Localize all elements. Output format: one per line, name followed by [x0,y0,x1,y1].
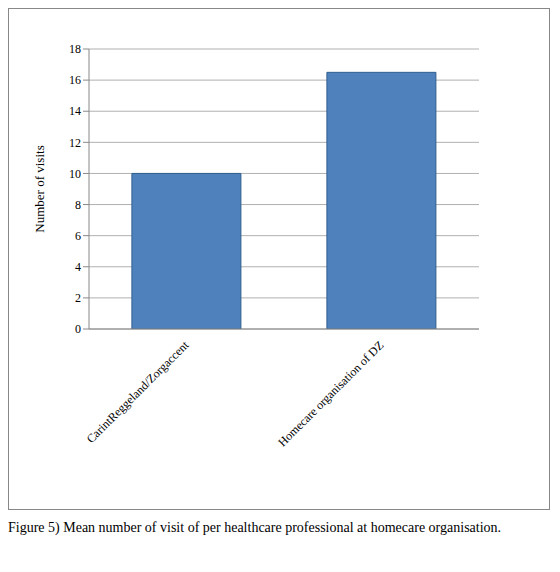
svg-text:2: 2 [75,291,81,305]
svg-text:0: 0 [75,322,81,336]
svg-text:CarintReggeland/Zorgaccent: CarintReggeland/Zorgaccent [84,338,192,446]
svg-text:Homecare organisation of DZ: Homecare organisation of DZ [275,338,386,449]
html-text:Figure 5) Mean number of visit: Figure 5) Mean number of visit of per he… [8,520,502,535]
svg-text:16: 16 [69,73,81,87]
svg-text:4: 4 [75,260,81,274]
svg-text:6: 6 [75,229,81,243]
svg-text:18: 18 [69,42,81,56]
svg-text:8: 8 [75,198,81,212]
svg-text:14: 14 [69,104,81,118]
svg-text:Number of visits: Number of visits [32,145,47,232]
svg-text:12: 12 [69,136,81,150]
svg-text:10: 10 [69,167,81,181]
